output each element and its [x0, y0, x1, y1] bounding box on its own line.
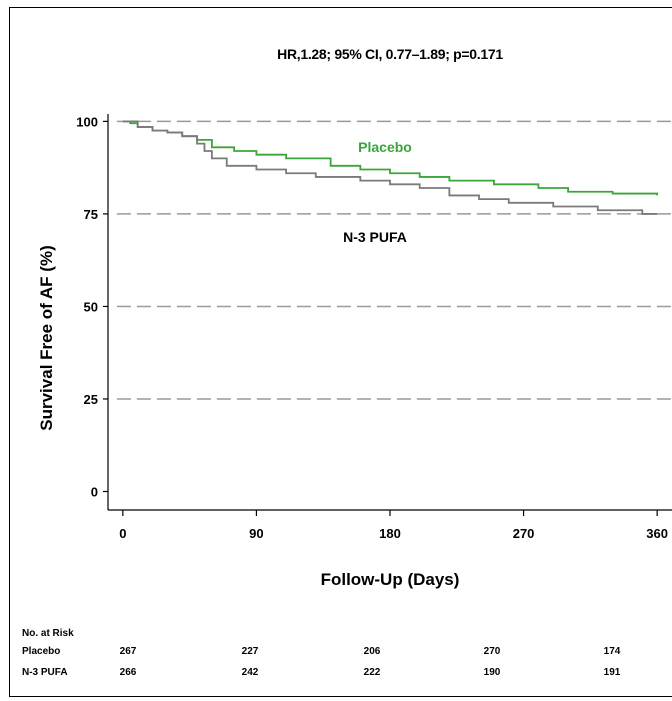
risk-table: No. at Risk Placebo N-3 PUFA 267 227 206 27… [22, 628, 621, 678]
x-tick-label-360: 360 [646, 526, 668, 541]
risk-value-n3-pufa-180: 222 [364, 667, 381, 678]
chart-frame [9, 7, 672, 697]
series-lines [122, 120, 659, 215]
x-tick-label-0: 0 [119, 526, 126, 541]
x-tick-label-180: 180 [379, 526, 401, 541]
risk-values: 267 227 206 270 174 266 242 222 190 191 [120, 646, 621, 678]
risk-value-placebo-0: 267 [120, 646, 137, 657]
y-tick-label-50: 50 [84, 299, 98, 314]
risk-value-placebo-270: 270 [484, 646, 501, 657]
series-label-n3-pufa: N-3 PUFA [343, 229, 407, 245]
risk-value-n3-pufa-360: 191 [604, 667, 621, 678]
x-tick-label-270: 270 [513, 526, 535, 541]
risk-value-placebo-90: 227 [242, 646, 259, 657]
risk-value-n3-pufa-0: 266 [120, 667, 137, 678]
gridlines [116, 120, 672, 400]
risk-row-label-n3-pufa: N-3 PUFA [22, 667, 68, 678]
series-label-placebo: Placebo [358, 139, 412, 155]
series-line-n3-pufa [122, 120, 658, 215]
risk-table-header: No. at Risk [22, 628, 74, 639]
y-tick-label-75: 75 [84, 207, 98, 222]
y-axis-label: Survival Free of AF (%) [37, 245, 56, 430]
risk-value-n3-pufa-90: 242 [242, 667, 259, 678]
x-axis-label: Follow-Up (Days) [321, 570, 460, 589]
risk-value-placebo-360: 174 [604, 646, 621, 657]
risk-row-label-placebo: Placebo [22, 646, 60, 657]
x-tick-label-90: 90 [249, 526, 263, 541]
y-tick-label-100: 100 [76, 114, 98, 129]
y-tick-label-25: 25 [84, 392, 98, 407]
risk-value-n3-pufa-270: 190 [484, 667, 501, 678]
y-ticks: 0 25 50 75 100 [76, 114, 108, 499]
y-tick-label-0: 0 [91, 484, 98, 499]
risk-value-placebo-180: 206 [364, 646, 381, 657]
chart-title: HR,1.28; 95% CI, 0.77–1.89; p=0.171 [277, 46, 503, 62]
x-ticks: 0 90 180 270 360 [119, 510, 668, 541]
